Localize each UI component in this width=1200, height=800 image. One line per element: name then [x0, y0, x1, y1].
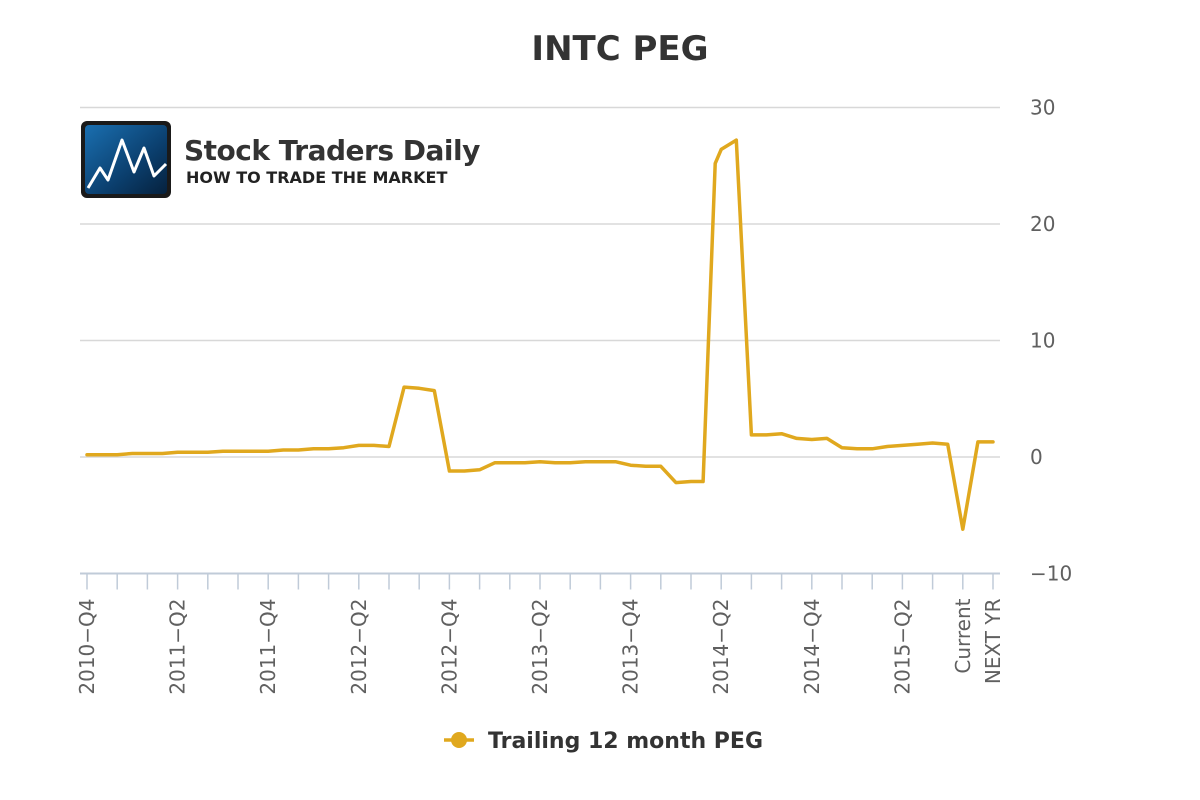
gridlines	[80, 106, 1000, 458]
logo-subtitle: HOW TO TRADE THE MARKET	[186, 168, 447, 187]
y-tick-label: 10	[1030, 329, 1055, 353]
x-tick-label: 2015−Q2	[890, 599, 914, 695]
logo-title: Stock Traders Daily	[184, 134, 480, 167]
x-tick-label: NEXT YR	[981, 598, 1005, 684]
series-line-trailing-12-month-peg	[85, 138, 995, 531]
watermark-logo: Stock Traders Daily HOW TO TRADE THE MAR…	[81, 121, 481, 198]
logo-chart-icon	[81, 121, 171, 198]
y-tick-label: −10	[1030, 562, 1072, 586]
y-tick-label: 0	[1030, 445, 1043, 469]
x-tick-label: 2013−Q4	[619, 599, 643, 695]
x-tick-label: 2012−Q4	[437, 599, 461, 695]
x-tick-label: 2010−Q4	[75, 599, 99, 695]
x-tick-label: Current	[951, 598, 975, 673]
y-tick-label: 30	[1030, 96, 1055, 120]
x-tick-label: 2011−Q4	[256, 599, 280, 695]
y-tick-label: 20	[1030, 212, 1055, 236]
legend-marker-icon	[451, 732, 467, 748]
x-axis-tick-labels: 2010−Q4 2011−Q2 2011−Q4 2012−Q2 2012−Q4 2013−…	[75, 598, 1005, 694]
x-tick-label: 2011−Q2	[166, 599, 190, 695]
x-axis	[80, 572, 1000, 590]
x-tick-label: 2013−Q2	[528, 599, 552, 695]
x-tick-label: 2014−Q4	[800, 599, 824, 695]
legend-label: Trailing 12 month PEG	[488, 729, 763, 754]
x-tick-label: 2012−Q2	[347, 599, 371, 695]
legend[interactable]: Trailing 12 month PEG	[444, 729, 763, 754]
chart-title: INTC PEG	[531, 29, 708, 69]
y-axis-tick-labels: 30 20 10 0 −10	[1030, 96, 1072, 586]
x-tick-label: 2014−Q2	[709, 599, 733, 695]
